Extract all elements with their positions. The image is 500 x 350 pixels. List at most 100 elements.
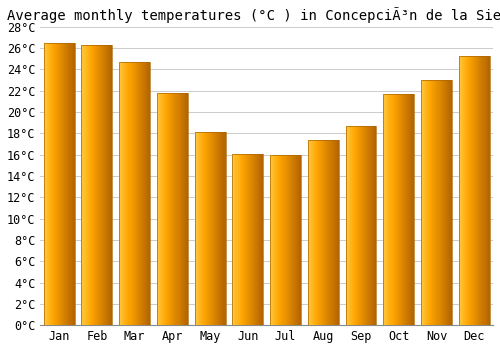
Bar <box>312 140 313 325</box>
Bar <box>386 94 388 325</box>
Bar <box>448 80 449 325</box>
Bar <box>160 93 161 325</box>
Bar <box>134 62 136 325</box>
Bar <box>310 140 311 325</box>
Bar <box>318 140 319 325</box>
Bar <box>149 62 150 325</box>
Bar <box>354 126 355 325</box>
Bar <box>394 94 396 325</box>
Bar <box>328 140 330 325</box>
Bar <box>409 94 410 325</box>
Bar <box>288 155 290 325</box>
Bar <box>92 45 93 325</box>
Bar <box>50 43 51 325</box>
Bar <box>166 93 167 325</box>
Bar <box>47 43 48 325</box>
Bar <box>350 126 352 325</box>
Bar <box>390 94 392 325</box>
Bar <box>400 94 401 325</box>
Bar <box>447 80 448 325</box>
Bar <box>272 155 273 325</box>
Bar <box>141 62 142 325</box>
Bar <box>138 62 139 325</box>
Bar <box>187 93 188 325</box>
Bar <box>460 56 461 325</box>
Bar <box>206 132 207 325</box>
Bar <box>403 94 404 325</box>
Bar <box>213 132 214 325</box>
Bar <box>102 45 103 325</box>
Bar <box>408 94 409 325</box>
Bar <box>352 126 353 325</box>
Bar <box>353 126 354 325</box>
Bar <box>144 62 145 325</box>
Bar <box>82 45 84 325</box>
Bar <box>184 93 186 325</box>
Bar <box>357 126 358 325</box>
Bar <box>444 80 446 325</box>
Bar <box>270 155 271 325</box>
Bar <box>426 80 427 325</box>
Bar <box>326 140 328 325</box>
Bar <box>282 155 284 325</box>
Bar <box>174 93 176 325</box>
Bar <box>442 80 444 325</box>
Bar <box>119 62 150 325</box>
Bar <box>256 154 257 325</box>
Bar <box>236 154 238 325</box>
Bar <box>62 43 64 325</box>
Bar <box>332 140 334 325</box>
Bar <box>316 140 317 325</box>
Bar <box>421 80 452 325</box>
Bar <box>486 56 488 325</box>
Bar <box>244 154 246 325</box>
Bar <box>260 154 261 325</box>
Bar <box>54 43 55 325</box>
Bar <box>428 80 429 325</box>
Bar <box>346 126 348 325</box>
Bar <box>405 94 406 325</box>
Bar <box>209 132 210 325</box>
Bar <box>446 80 447 325</box>
Bar <box>278 155 280 325</box>
Bar <box>238 154 240 325</box>
Bar <box>374 126 376 325</box>
Bar <box>401 94 402 325</box>
Bar <box>308 140 338 325</box>
Bar <box>140 62 141 325</box>
Bar <box>424 80 425 325</box>
Title: Average monthly temperatures (°C ) in ConcepciÃ³n de la Sierra: Average monthly temperatures (°C ) in Co… <box>7 7 500 23</box>
Bar <box>165 93 166 325</box>
Bar <box>469 56 470 325</box>
Bar <box>290 155 292 325</box>
Bar <box>161 93 162 325</box>
Bar <box>202 132 203 325</box>
Bar <box>360 126 361 325</box>
Bar <box>247 154 248 325</box>
Bar <box>398 94 400 325</box>
Bar <box>207 132 208 325</box>
Bar <box>273 155 274 325</box>
Bar <box>96 45 97 325</box>
Bar <box>132 62 134 325</box>
Bar <box>100 45 101 325</box>
Bar <box>364 126 365 325</box>
Bar <box>480 56 482 325</box>
Bar <box>240 154 242 325</box>
Bar <box>157 93 188 325</box>
Bar <box>470 56 471 325</box>
Bar <box>411 94 412 325</box>
Bar <box>60 43 61 325</box>
Bar <box>292 155 293 325</box>
Bar <box>436 80 438 325</box>
Bar <box>248 154 249 325</box>
Bar <box>462 56 463 325</box>
Bar <box>314 140 315 325</box>
Bar <box>322 140 324 325</box>
Bar <box>48 43 49 325</box>
Bar <box>194 132 196 325</box>
Bar <box>216 132 218 325</box>
Bar <box>311 140 312 325</box>
Bar <box>72 43 74 325</box>
Bar <box>359 126 360 325</box>
